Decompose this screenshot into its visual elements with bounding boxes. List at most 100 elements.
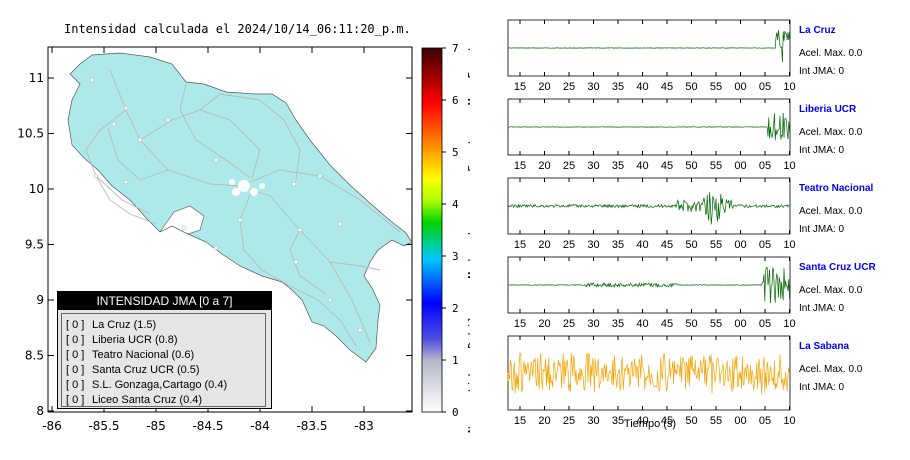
time-tick-label: 10 bbox=[783, 160, 795, 172]
time-tick-label: 00 bbox=[734, 160, 746, 172]
time-tick-label: 35 bbox=[612, 239, 624, 251]
time-tick-label: 30 bbox=[587, 81, 599, 93]
colorbar-tick-label: 3 bbox=[452, 250, 459, 263]
time-tick-label: 25 bbox=[563, 318, 575, 330]
station-accel: Acel. Max. 0.0 bbox=[799, 285, 863, 296]
legend-list: [ 0 ] La Cruz (1.5) [ 0 ] Liberia UCR (0.8… bbox=[61, 313, 266, 407]
time-tick-label: 40 bbox=[636, 318, 648, 330]
time-tick-label: 30 bbox=[587, 318, 599, 330]
lon-tick-label: -83 bbox=[354, 419, 374, 433]
time-tick-label: 10 bbox=[783, 318, 795, 330]
seismogram-trace bbox=[507, 352, 790, 395]
station-jma: Int JMA: 0 bbox=[799, 303, 844, 314]
trace-panel: 15 20 25 30 35 40 45 50 55 00 05 10 La Sabana Acel. M… bbox=[507, 335, 863, 427]
colorbar-tick-label: 7 bbox=[452, 42, 459, 55]
time-tick-label: 40 bbox=[636, 415, 648, 427]
time-tick-label: 55 bbox=[710, 160, 722, 172]
time-tick-label: 40 bbox=[636, 81, 648, 93]
time-tick-label: 35 bbox=[612, 318, 624, 330]
lat-tick-label: 10.5 bbox=[17, 127, 44, 141]
time-tick-label: 50 bbox=[685, 81, 697, 93]
time-tick-label: 45 bbox=[661, 415, 673, 427]
time-tick-label: 00 bbox=[734, 239, 746, 251]
time-tick-label: 25 bbox=[563, 81, 575, 93]
time-tick-label: 20 bbox=[538, 415, 550, 427]
lat-tick-label: 8 bbox=[36, 404, 44, 418]
time-tick-label: 50 bbox=[685, 239, 697, 251]
lon-tick-label: -85.5 bbox=[88, 419, 119, 433]
seismogram-trace bbox=[507, 30, 790, 63]
time-tick-label: 05 bbox=[759, 81, 771, 93]
trace-panel: 15 20 25 30 35 40 45 50 55 00 05 10 Santa Cruz UCR Ac… bbox=[507, 256, 876, 330]
trace-panel: 15 20 25 30 35 40 45 50 55 00 05 10 Liberia UCR Acel.… bbox=[507, 98, 863, 172]
colorbar-tick-label: 4 bbox=[452, 198, 459, 211]
legend-item: [ 0 ] La Cruz (1.5) bbox=[66, 319, 157, 331]
time-tick-label: 25 bbox=[563, 239, 575, 251]
trace-panel: 15 20 25 30 35 40 45 50 55 00 05 10 Teatro Nacional A… bbox=[507, 177, 873, 251]
colorbar bbox=[421, 47, 443, 413]
station-name: Teatro Nacional bbox=[799, 183, 873, 194]
colorbar-labels: Muy Fuerte Fuerte Moderado Debil No sentido bbox=[466, 39, 470, 433]
costa-rica-landmass bbox=[67, 52, 413, 363]
seismogram-trace bbox=[507, 266, 790, 304]
colorbar-level-label: Debil bbox=[466, 315, 470, 348]
time-tick-label: 20 bbox=[538, 81, 550, 93]
station-name: Santa Cruz UCR bbox=[799, 262, 876, 273]
lon-tick-label: -84.5 bbox=[192, 419, 223, 433]
colorbar-level-label: No sentido bbox=[466, 367, 470, 433]
time-tick-label: 50 bbox=[685, 160, 697, 172]
lat-tick-label: 9.5 bbox=[25, 238, 44, 252]
colorbar-tick-label: 0 bbox=[452, 406, 459, 419]
lon-tick-label: -84 bbox=[250, 419, 270, 433]
intensity-legend: INTENSIDAD JMA [0 a 7] [ 0 ] La Cruz (1.5… bbox=[57, 291, 272, 409]
station-jma: Int JMA: 0 bbox=[799, 145, 844, 156]
station-accel: Acel. Max. 0.0 bbox=[799, 127, 863, 138]
station-jma: Int JMA: 0 bbox=[799, 66, 844, 77]
time-tick-label: 10 bbox=[783, 81, 795, 93]
urban-area bbox=[229, 179, 265, 196]
time-tick-label: 25 bbox=[563, 160, 575, 172]
lon-tick-label: -83.5 bbox=[296, 419, 327, 433]
time-tick-label: 05 bbox=[759, 239, 771, 251]
legend-item: [ 0 ] Liberia UCR (0.8) bbox=[66, 334, 178, 346]
time-tick-label: 45 bbox=[661, 318, 673, 330]
time-tick-label: 15 bbox=[514, 160, 526, 172]
lat-tick-label: 10 bbox=[29, 182, 44, 196]
time-axis-label: Tiempo (s) bbox=[624, 418, 676, 430]
station-markers bbox=[89, 77, 363, 333]
station-name: La Sabana bbox=[799, 341, 849, 352]
colorbar-level-label: Moderado bbox=[466, 226, 470, 279]
time-tick-label: 10 bbox=[783, 239, 795, 251]
gulf-of-nicoya bbox=[159, 205, 205, 235]
time-tick-label: 20 bbox=[538, 239, 550, 251]
time-tick-label: 40 bbox=[636, 160, 648, 172]
time-tick-label: 10 bbox=[783, 415, 795, 427]
time-tick-label: 30 bbox=[587, 239, 599, 251]
legend-item: [ 0 ] Santa Cruz UCR (0.5) bbox=[66, 364, 200, 376]
time-tick-label: 00 bbox=[734, 415, 746, 427]
legend-item: [ 0 ] Liceo Santa Cruz (0.4) bbox=[66, 394, 203, 406]
time-tick-label: 05 bbox=[759, 160, 771, 172]
colorbar-tick-label: 2 bbox=[452, 302, 459, 315]
time-tick-label: 15 bbox=[514, 415, 526, 427]
colorbar-level-label: Fuerte bbox=[466, 132, 470, 172]
time-tick-label: 15 bbox=[514, 318, 526, 330]
legend-item: [ 0 ] S.L. Gonzaga,Cartago (0.4) bbox=[66, 379, 228, 391]
station-accel: Acel. Max. 0.0 bbox=[799, 48, 863, 59]
colorbar-tick-label: 6 bbox=[452, 94, 459, 107]
time-tick-label: 05 bbox=[759, 415, 771, 427]
lat-tick-label: 11 bbox=[29, 71, 44, 85]
lat-tick-label: 8.5 bbox=[25, 349, 44, 363]
time-tick-label: 15 bbox=[514, 81, 526, 93]
station-jma: Int JMA: 0 bbox=[799, 224, 844, 235]
seismogram-trace bbox=[507, 112, 790, 141]
seismogram-panel: 15 20 25 30 35 40 45 50 55 00 05 10 La Cruz Acel. Max… bbox=[507, 19, 876, 430]
station-name: La Cruz bbox=[799, 25, 836, 36]
time-tick-label: 55 bbox=[710, 81, 722, 93]
time-tick-label: 45 bbox=[661, 81, 673, 93]
time-tick-label: 30 bbox=[587, 160, 599, 172]
station-accel: Acel. Max. 0.0 bbox=[799, 206, 863, 217]
time-tick-label: 20 bbox=[538, 318, 550, 330]
colorbar-ticks: 7 6 5 4 3 2 1 0 bbox=[442, 42, 459, 419]
time-tick-label: 25 bbox=[563, 415, 575, 427]
